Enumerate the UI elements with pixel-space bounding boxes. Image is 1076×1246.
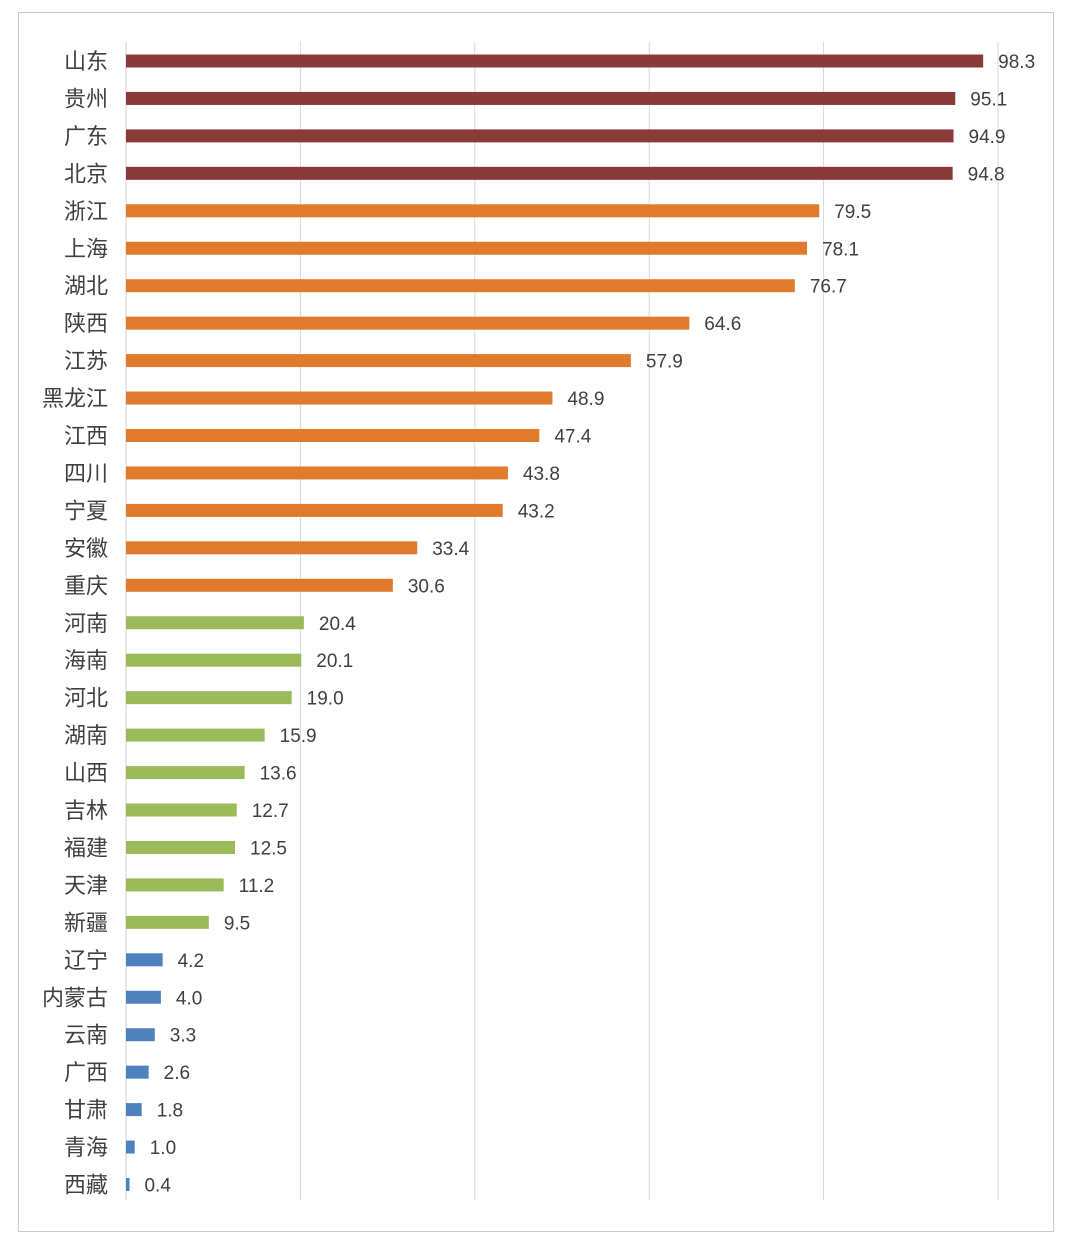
data-label: 98.3: [998, 52, 1035, 73]
bar: [126, 503, 503, 517]
bar: [126, 54, 984, 68]
category-label: 内蒙古: [42, 986, 108, 1011]
category-label: 湖北: [64, 275, 108, 300]
bar: [126, 653, 302, 667]
bar: [126, 616, 304, 630]
data-label: 1.8: [157, 1101, 183, 1122]
category-label: 甘肃: [64, 1099, 108, 1124]
category-label: 北京: [64, 162, 108, 187]
bar: [126, 915, 209, 929]
category-label: 海南: [64, 649, 108, 674]
category-label: 吉林: [64, 799, 108, 824]
category-label: 山东: [64, 50, 108, 75]
data-label: 64.6: [704, 314, 741, 335]
data-label: 43.2: [518, 501, 555, 522]
category-label: 宁夏: [64, 499, 108, 524]
bar: [126, 316, 690, 330]
data-label: 12.7: [252, 801, 289, 822]
bar: [126, 204, 820, 218]
data-label: 9.5: [224, 913, 250, 934]
category-label: 重庆: [64, 574, 108, 599]
bar: [126, 429, 540, 442]
data-label: 20.1: [316, 651, 353, 672]
bar: [126, 766, 245, 780]
category-label: 陕西: [64, 312, 108, 337]
data-label: 11.2: [239, 876, 275, 897]
data-label: 47.4: [554, 427, 591, 448]
data-label: 48.9: [567, 389, 604, 410]
bars: [126, 54, 984, 1191]
data-label: 12.5: [250, 838, 287, 859]
bar: [126, 541, 418, 555]
category-label: 天津: [64, 874, 108, 899]
data-label: 4.0: [176, 988, 202, 1009]
bar: [126, 803, 237, 817]
data-label: 94.9: [969, 127, 1006, 148]
data-label: 20.4: [319, 614, 356, 635]
category-label: 云南: [64, 1024, 108, 1049]
bar: [126, 953, 163, 967]
value-labels: 98.3 95.1 94.9 94.8 79.5 78.1 76.7 64.6 57.9 48.9…: [144, 52, 1035, 1197]
category-label: 黑龙江: [42, 387, 108, 412]
category-label: 河北: [64, 687, 108, 712]
bar: [126, 691, 292, 705]
category-label: 广西: [64, 1061, 108, 1086]
data-label: 79.5: [834, 202, 871, 223]
category-label: 浙江: [64, 200, 108, 225]
data-label: 13.6: [260, 764, 297, 785]
data-label: 78.1: [822, 239, 859, 260]
data-label: 43.8: [523, 464, 560, 485]
bar: [126, 354, 631, 368]
bar: [126, 1065, 149, 1079]
data-label: 57.9: [646, 352, 683, 373]
category-label: 山西: [64, 762, 108, 787]
data-label: 0.4: [144, 1176, 171, 1197]
bar: [126, 990, 161, 1004]
category-labels: 山东贵州广东北京浙江上海湖北陕西江苏黑龙江江西四川宁夏安徽重庆河南海南河北湖南山…: [42, 50, 108, 1199]
category-label: 辽宁: [64, 949, 108, 974]
bar: [126, 578, 393, 592]
data-label: 33.4: [432, 539, 469, 560]
data-label: 1.0: [150, 1138, 176, 1159]
bar: [126, 878, 224, 892]
data-label: 2.6: [164, 1063, 190, 1084]
bar: [126, 1103, 142, 1117]
category-label: 江苏: [64, 350, 108, 375]
bar: [126, 1178, 130, 1191]
gridlines: [125, 42, 999, 1200]
category-label: 江西: [64, 425, 108, 450]
bar: [126, 1028, 155, 1042]
category-label: 湖南: [64, 724, 108, 749]
bar: [126, 1140, 135, 1154]
category-label: 四川: [64, 462, 108, 487]
category-label: 新疆: [64, 911, 108, 936]
bar: [126, 129, 954, 143]
category-label: 广东: [64, 125, 108, 150]
data-label: 76.7: [810, 277, 847, 298]
data-label: 15.9: [280, 726, 317, 747]
category-label: 西藏: [64, 1174, 108, 1199]
data-label: 30.6: [408, 576, 445, 597]
data-label: 95.1: [970, 89, 1007, 110]
bar: [126, 241, 808, 255]
category-label: 安徽: [64, 537, 108, 562]
data-label: 4.2: [178, 951, 204, 972]
data-label: 3.3: [170, 1026, 196, 1047]
category-label: 河南: [64, 612, 108, 637]
bar: [126, 91, 956, 105]
bar: [126, 391, 553, 405]
data-label: 19.0: [307, 689, 344, 710]
bar: [126, 728, 265, 742]
bar: [126, 279, 795, 293]
category-label: 贵州: [64, 87, 108, 112]
category-label: 青海: [64, 1136, 108, 1161]
data-label: 94.8: [968, 164, 1005, 185]
bar: [126, 166, 953, 180]
bar: [126, 840, 235, 854]
category-label: 上海: [64, 237, 108, 262]
category-label: 福建: [64, 836, 108, 861]
bar: [126, 466, 508, 480]
